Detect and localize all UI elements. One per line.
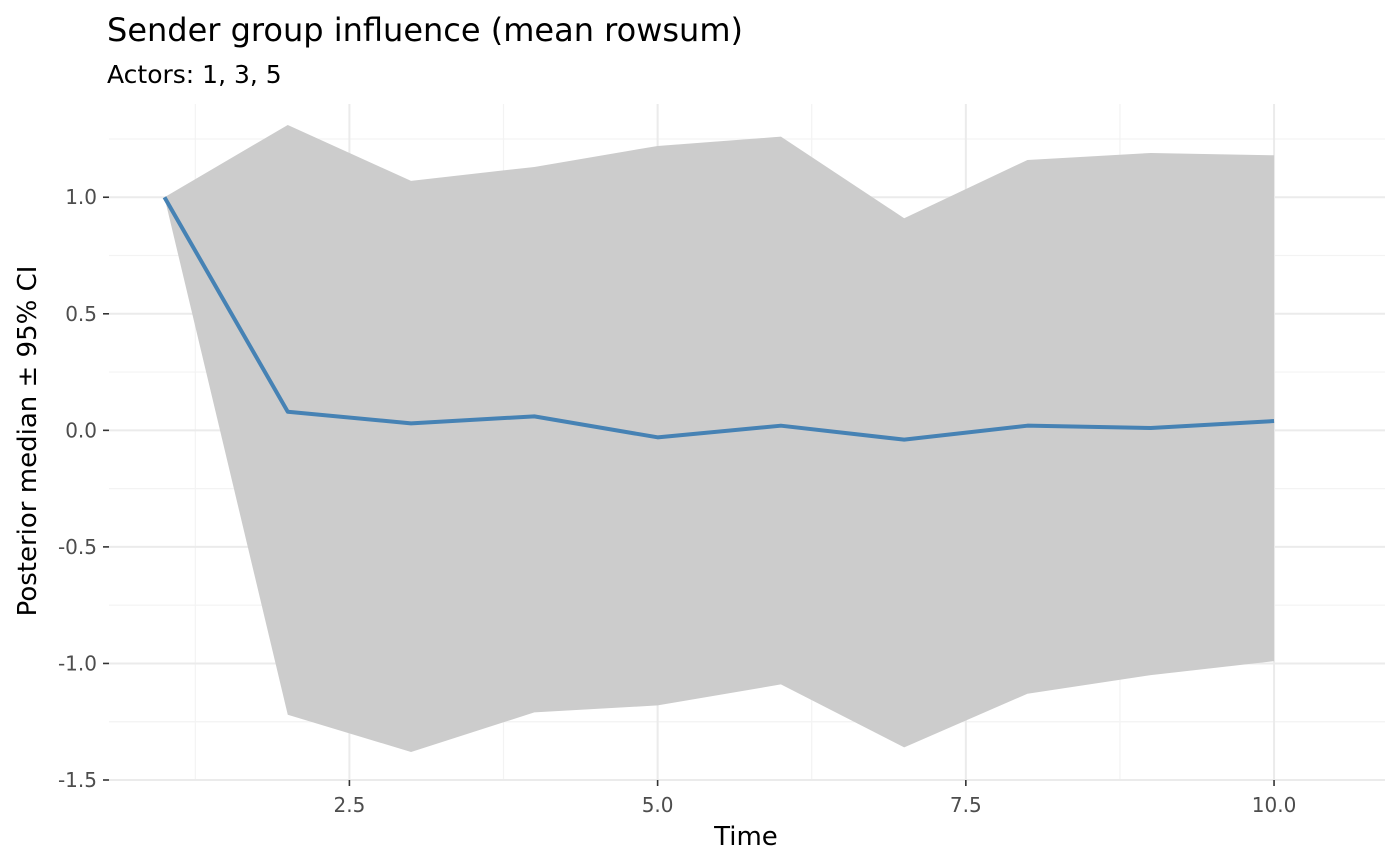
y-tick-label: -0.5 [58, 535, 97, 559]
y-tick-label: 1.0 [65, 185, 97, 209]
y-axis-title: Posterior median ± 95% CI [13, 266, 43, 617]
x-axis-title: Time [713, 822, 778, 852]
x-tick-label: 7.5 [950, 793, 982, 817]
y-tick-label: 0.0 [65, 418, 97, 442]
y-tick-label: -1.5 [58, 768, 97, 792]
y-tick-label: 0.5 [65, 302, 97, 326]
ci-ribbon [164, 124, 1275, 753]
median-line [162, 196, 1275, 442]
median-line-layer [162, 196, 1275, 442]
x-tick-label: 10.0 [1252, 793, 1297, 817]
axes: 2.5 5.0 7.5 10.0 -1.5 -1.0 -0.5 0.0 0.5 1.0 [58, 185, 1296, 817]
y-tick-label: -1.0 [58, 651, 97, 675]
chart-subtitle: Actors: 1, 3, 5 [107, 60, 282, 89]
ci-ribbon-layer [164, 124, 1275, 753]
x-tick-label: 2.5 [333, 793, 365, 817]
x-tick-label: 5.0 [642, 793, 674, 817]
chart-title: Sender group influence (mean rowsum) [107, 11, 743, 49]
